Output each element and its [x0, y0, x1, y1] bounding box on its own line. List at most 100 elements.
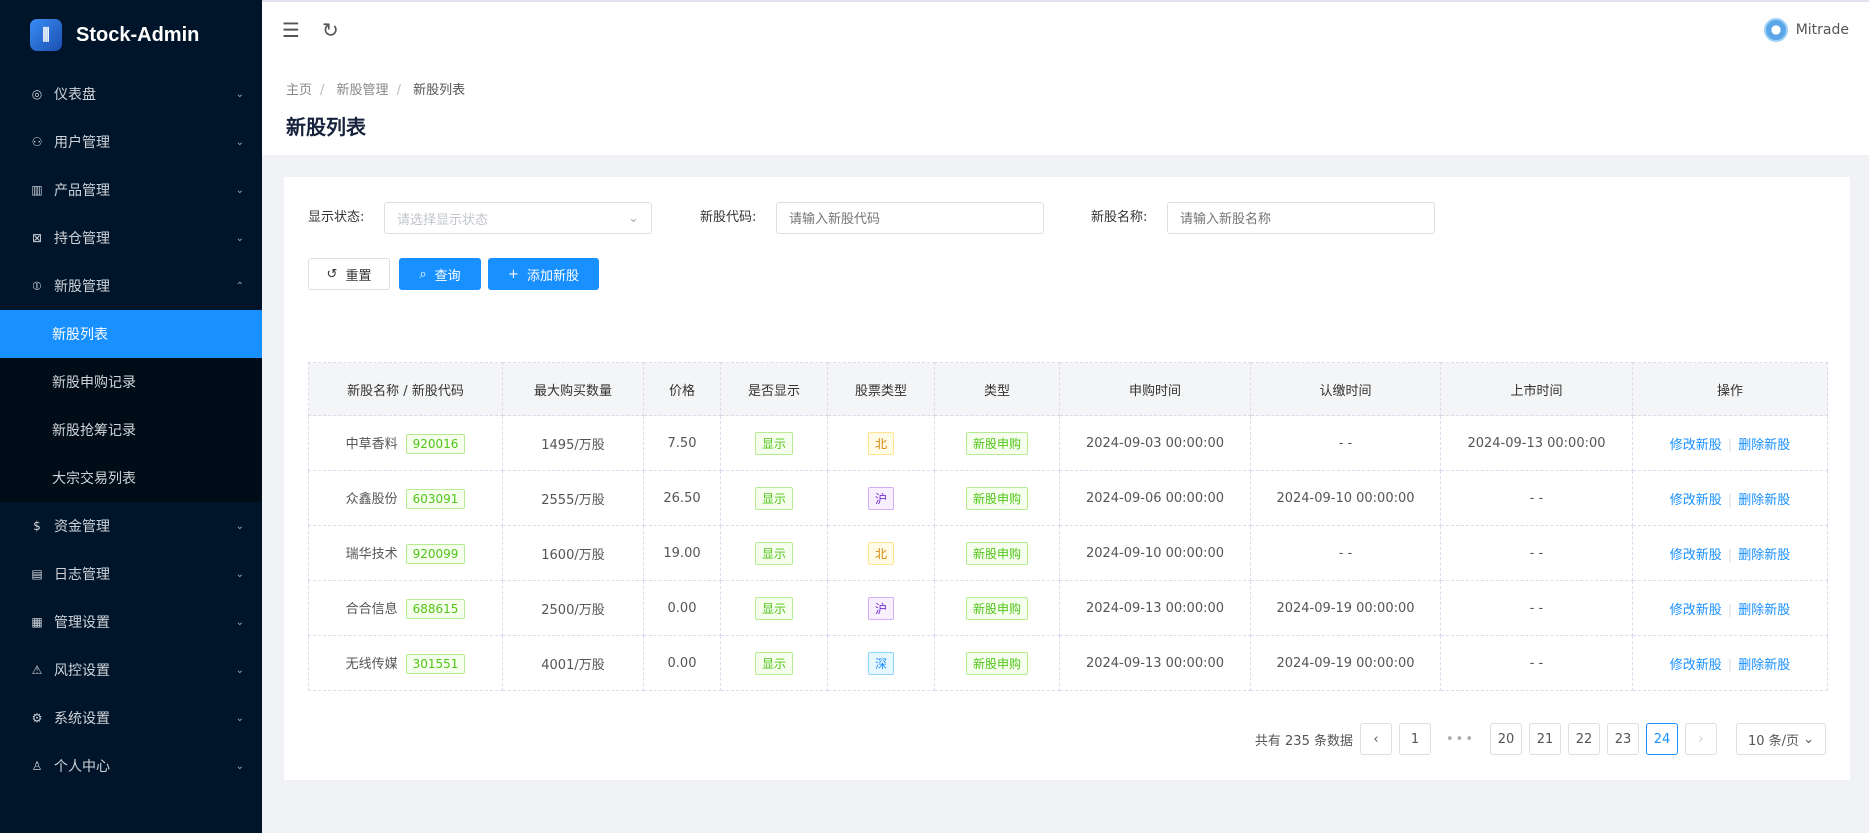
actions-cell: 修改新股 | 删除新股 [1632, 580, 1828, 636]
market-cell: 沪 [827, 580, 935, 636]
delete-ipo-link[interactable]: 删除新股 [1738, 547, 1791, 563]
type-cell: 新股申购 [934, 470, 1060, 526]
user-menu[interactable]: Mitrade [1763, 17, 1849, 42]
sidebar-item-label: 新股管理 [54, 279, 110, 295]
type-cell: 新股申购 [934, 525, 1060, 581]
search-label: 查询 [434, 268, 461, 284]
page-1-button[interactable]: 1 [1398, 723, 1431, 755]
submenu-item-2[interactable]: 新股抢筹记录 [52, 423, 136, 439]
market-tag: 北 [867, 541, 894, 565]
sidebar-item-label: 个人中心 [54, 759, 110, 775]
submenu-item-0[interactable]: 新股列表 [0, 310, 262, 358]
name-cell: 无线传媒 301551 [308, 635, 503, 691]
list-time-cell: - - [1440, 470, 1633, 526]
show-tag: 显示 [754, 596, 793, 620]
stock-code-tag: 920016 [405, 433, 466, 454]
market-cell: 北 [827, 415, 935, 471]
breadcrumb-home[interactable]: 主页 [286, 83, 313, 98]
page-23-button[interactable]: 23 [1607, 723, 1639, 755]
apply-time-cell: 2024-09-13 00:00:00 [1059, 635, 1251, 691]
sidebar-item-6[interactable]: ▤ 日志管理 ⌄ [0, 550, 262, 598]
dashboard-icon: ◎ [31, 87, 43, 101]
add-ipo-button[interactable]: + 添加新股 [488, 258, 599, 290]
market-cell: 深 [827, 635, 935, 691]
sidebar-item-7[interactable]: ▦ 管理设置 ⌄ [0, 598, 262, 646]
name-input[interactable] [1167, 202, 1435, 234]
code-input[interactable] [776, 202, 1044, 234]
page-22-button[interactable]: 22 [1568, 723, 1600, 755]
avatar [1763, 17, 1788, 42]
edit-ipo-link[interactable]: 修改新股 [1669, 547, 1722, 563]
column-header: 是否显示 [720, 362, 828, 416]
stock-name: 众鑫股份 [345, 491, 398, 507]
sidebar-item-9[interactable]: ⚙ 系统设置 ⌄ [0, 694, 262, 742]
delete-ipo-link[interactable]: 删除新股 [1738, 437, 1791, 453]
max-qty-cell: 4001/万股 [502, 635, 644, 691]
sidebar-item-8[interactable]: ⚠ 风控设置 ⌄ [0, 646, 262, 694]
submenu-item-1[interactable]: 新股申购记录 [52, 375, 136, 391]
sidebar-item-5[interactable]: $ 资金管理 ⌄ [0, 502, 262, 550]
list-time-cell: 2024-09-13 00:00:00 [1440, 415, 1633, 471]
price-cell: 0.00 [643, 580, 721, 636]
page-size-value: 10 条/页 [1747, 733, 1800, 749]
edit-ipo-link[interactable]: 修改新股 [1669, 657, 1722, 673]
status-select[interactable]: 请选择显示状态 ⌄ [384, 202, 652, 234]
page-size-select[interactable]: 10 条/页 ⌄ [1736, 723, 1826, 755]
delete-ipo-link[interactable]: 删除新股 [1738, 657, 1791, 673]
type-tag: 新股申购 [965, 651, 1028, 675]
submenu-item-3[interactable]: 大宗交易列表 [52, 471, 136, 487]
reset-button[interactable]: ↺ 重置 [308, 258, 390, 290]
prev-page-button[interactable]: ‹ [1359, 723, 1392, 755]
stock-name: 无线传媒 [345, 656, 398, 672]
sidebar-item-label: 用户管理 [54, 135, 110, 151]
edit-ipo-link[interactable]: 修改新股 [1669, 437, 1722, 453]
apply-time-cell: 2024-09-10 00:00:00 [1059, 525, 1251, 581]
sidebar-item-4[interactable]: ⦶ 新股管理 ⌃ [0, 262, 262, 310]
apply-time-cell: 2024-09-13 00:00:00 [1059, 580, 1251, 636]
type-tag: 新股申购 [965, 596, 1028, 620]
next-page-button[interactable]: › [1685, 723, 1717, 755]
list-time-cell: - - [1440, 525, 1633, 581]
delete-ipo-link[interactable]: 删除新股 [1738, 602, 1791, 618]
chevron-down-icon: ⌄ [235, 760, 244, 772]
chevron-down-icon: ⌄ [235, 664, 244, 676]
collapse-menu-icon[interactable]: ☰ [282, 17, 300, 42]
page-20-button[interactable]: 20 [1490, 723, 1522, 755]
delete-ipo-link[interactable]: 删除新股 [1738, 492, 1791, 508]
search-button[interactable]: ⌕ 查询 [399, 258, 481, 290]
chevron-down-icon: ⌄ [235, 136, 244, 148]
sidebar-item-1[interactable]: ⚇ 用户管理 ⌄ [0, 118, 262, 166]
sidebar-item-10[interactable]: ♙ 个人中心 ⌄ [0, 742, 262, 790]
type-cell: 新股申购 [934, 635, 1060, 691]
column-header: 类型 [934, 362, 1060, 416]
table-row: 瑞华技术 920099 1600/万股 19.00 显示 北 新股申购 2024-… [308, 525, 1828, 581]
max-qty-cell: 1600/万股 [502, 525, 644, 581]
column-header: 操作 [1632, 362, 1828, 416]
refresh-icon[interactable]: ↻ [321, 17, 339, 42]
stock-name: 中草香料 [345, 436, 398, 452]
sidebar-item-2[interactable]: ▥ 产品管理 ⌄ [0, 166, 262, 214]
logo[interactable]: ⫼ Stock-Admin [0, 0, 262, 70]
breadcrumb-ipo[interactable]: 新股管理 [336, 83, 389, 98]
top-header: ☰ ↻ Mitrade [262, 0, 1869, 57]
total-count: 共有 235 条数据 [1254, 733, 1353, 749]
name-cell: 中草香料 920016 [308, 415, 503, 471]
chevron-down-icon: ⌄ [235, 232, 244, 244]
column-header: 股票类型 [827, 362, 935, 416]
type-cell: 新股申购 [934, 580, 1060, 636]
page-21-button[interactable]: 21 [1529, 723, 1561, 755]
pay-time-cell: 2024-09-10 00:00:00 [1250, 470, 1441, 526]
show-cell: 显示 [720, 580, 828, 636]
edit-ipo-link[interactable]: 修改新股 [1669, 602, 1722, 618]
pay-time-cell: - - [1250, 525, 1441, 581]
sidebar-item-label: 仪表盘 [54, 87, 96, 103]
chevron-down-icon: ⌄ [235, 184, 244, 196]
sidebar-item-0[interactable]: ◎ 仪表盘 ⌄ [0, 70, 262, 118]
edit-ipo-link[interactable]: 修改新股 [1669, 492, 1722, 508]
page-24-button[interactable]: 24 [1646, 723, 1678, 755]
more-pages-icon[interactable]: ••• [1445, 731, 1475, 747]
column-header: 申购时间 [1059, 362, 1251, 416]
column-header: 认缴时间 [1250, 362, 1441, 416]
sidebar-item-3[interactable]: ⊠ 持仓管理 ⌄ [0, 214, 262, 262]
apply-time-cell: 2024-09-06 00:00:00 [1059, 470, 1251, 526]
